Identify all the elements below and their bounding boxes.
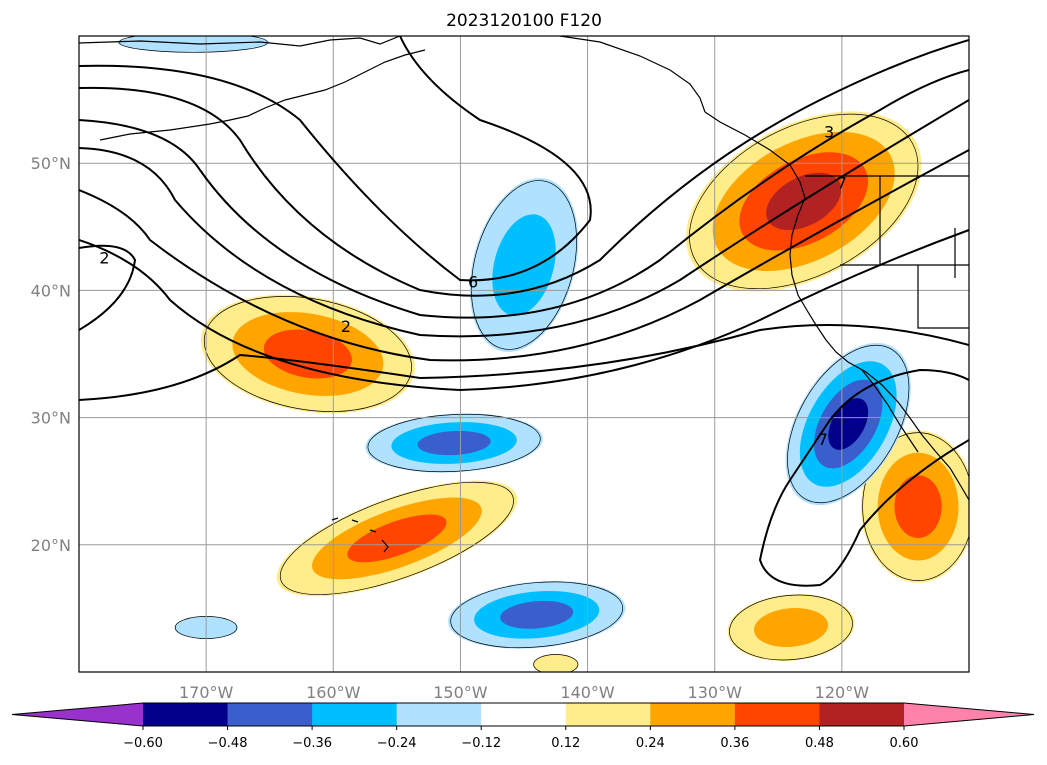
contour-line	[79, 69, 969, 319]
anomaly-band	[754, 608, 828, 647]
contour-line	[79, 39, 969, 297]
y-tick-label: 20°N	[31, 536, 71, 555]
anomaly-outline	[729, 594, 853, 661]
x-tick-label: 140°W	[560, 683, 615, 702]
baja-california	[861, 369, 919, 453]
colorbar-swatch	[734, 703, 820, 726]
contour-line	[79, 244, 137, 331]
anomaly-positive	[276, 480, 518, 597]
colorbar-swatch	[396, 703, 482, 726]
hawaii	[331, 517, 389, 553]
anomaly-outline	[787, 344, 910, 504]
anomaly-positive	[727, 594, 855, 661]
colorbar-tick-label: −0.48	[208, 736, 248, 751]
anomaly-band	[532, 654, 579, 672]
contour-line	[79, 229, 969, 392]
anomaly-band	[117, 36, 270, 53]
anomaly-band	[417, 430, 491, 456]
map-frame	[78, 35, 970, 673]
anomaly-band	[347, 514, 447, 563]
contour-label: 2	[341, 317, 351, 336]
colorbar-swatch	[650, 703, 736, 726]
colorbar-swatch	[227, 703, 313, 726]
anomaly-outline	[203, 296, 412, 412]
colorbar-tick-label: 0.24	[636, 736, 665, 751]
colorbar-tick-label: −0.12	[461, 736, 501, 751]
contour-label: 7	[818, 430, 828, 449]
colorbar-tick-label: −0.60	[123, 736, 163, 751]
x-axis-ticks: 170°W 160°W 150°W 140°W 130°W 120°W	[179, 683, 869, 702]
anomaly-outline	[471, 180, 577, 350]
alaska-panhandle	[559, 36, 706, 113]
contour-line	[79, 99, 969, 338]
anomaly-outline	[533, 654, 579, 672]
north-america-west-coast	[704, 111, 969, 501]
contour-line	[758, 368, 969, 587]
y-tick-label: 50°N	[31, 154, 71, 173]
colorbar-tick-label: −0.36	[292, 736, 332, 751]
anomaly-outline	[689, 113, 919, 290]
contour-label: 7	[837, 173, 847, 192]
contour-line	[79, 149, 969, 362]
anomaly-band	[263, 329, 352, 379]
anomaly-band	[500, 600, 574, 629]
x-tick-label: 150°W	[433, 683, 488, 702]
contour-label: 6	[468, 272, 478, 291]
colorbar-swatch	[143, 703, 229, 726]
chart-title: 2023120100 F120	[446, 11, 602, 31]
colorbar-tick-label: 0.60	[890, 736, 919, 751]
colorbar-tick-label: 0.36	[720, 736, 749, 751]
x-tick-label: 130°W	[688, 683, 743, 702]
colorbar-tick-label: 0.12	[551, 736, 580, 751]
colorbar: −0.60 −0.48 −0.36 −0.24 −0.12 0.12 0.24 0.36 0.4…	[11, 702, 1035, 751]
colorbar-swatch	[312, 703, 398, 726]
anomaly-positive	[200, 294, 415, 414]
y-tick-label: 40°N	[31, 281, 71, 300]
y-axis-ticks: 20°N 30°N 40°N 50°N	[31, 154, 71, 555]
anomaly-band	[894, 475, 942, 538]
colorbar-tick-label: 0.48	[805, 736, 834, 751]
colorbar-swatch	[819, 703, 905, 726]
colorbar-swatch	[481, 703, 567, 726]
colorbar-extend-low	[12, 703, 143, 726]
x-tick-label: 170°W	[179, 683, 234, 702]
anomaly-outline	[279, 481, 514, 595]
contour-line	[79, 36, 592, 282]
anomaly-positive	[532, 654, 579, 672]
anomaly-negative	[447, 580, 626, 649]
colorbar-swatch	[565, 703, 651, 726]
contour-label-layer: 6 2 2 3 7 7	[99, 122, 847, 449]
anomaly-negative	[365, 413, 543, 473]
anomaly-outline	[367, 413, 541, 473]
anomaly-negative	[785, 342, 911, 506]
alaska-coastline	[79, 36, 401, 47]
anomaly-outline	[450, 581, 624, 649]
contour-label: 2	[99, 248, 109, 267]
height-contours	[79, 36, 969, 587]
colorbar-extend-high	[904, 703, 1034, 726]
y-tick-label: 30°N	[31, 409, 71, 428]
anomaly-outline	[862, 432, 969, 581]
contour-line	[79, 324, 969, 401]
colorbar-tick-label: −0.24	[377, 736, 417, 751]
x-tick-label: 120°W	[815, 683, 870, 702]
state-borders	[840, 176, 969, 329]
x-tick-label: 160°W	[306, 683, 361, 702]
contour-label: 3	[824, 122, 834, 141]
